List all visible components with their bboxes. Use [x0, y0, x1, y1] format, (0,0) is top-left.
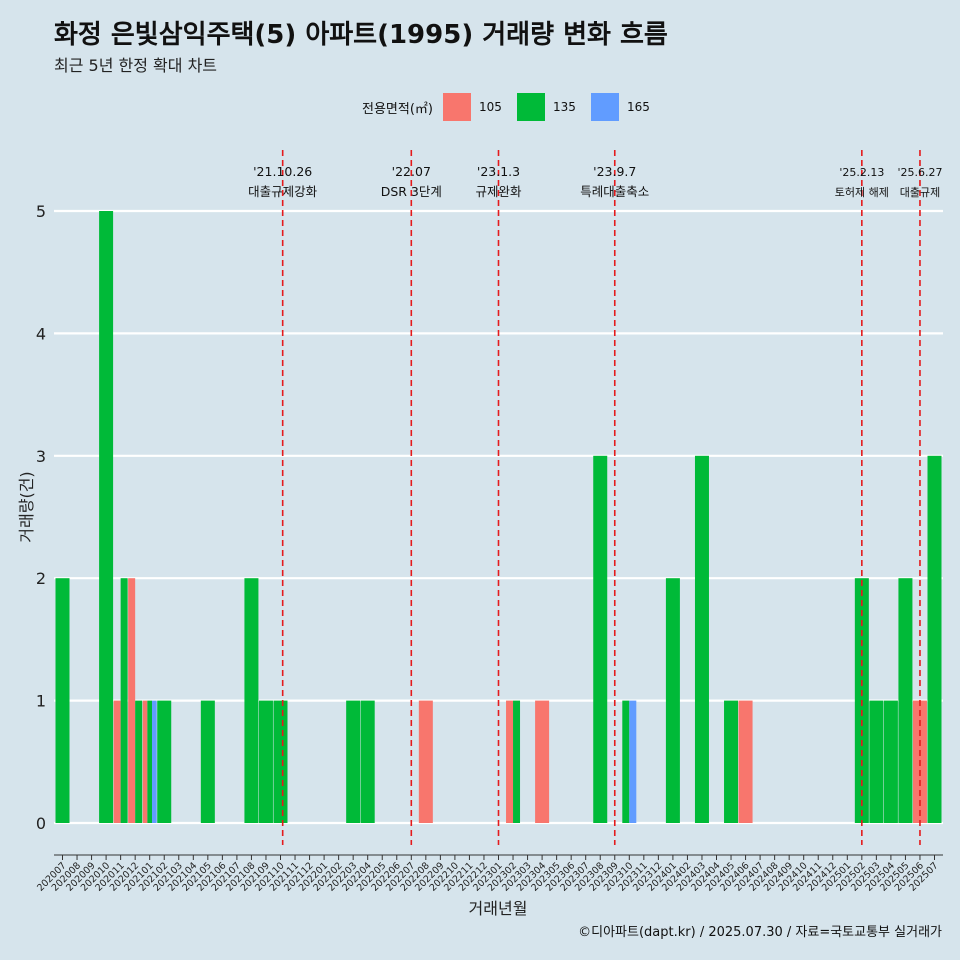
legend-label-105: 105	[478, 100, 502, 114]
legend: 전용면적(㎡) 105 135 165	[362, 92, 665, 122]
legend-swatch-105	[442, 93, 471, 121]
bar-202208-105	[418, 700, 433, 823]
bar-202310-165	[629, 700, 637, 823]
bar-202403-135	[694, 455, 709, 823]
bar-202010-135	[99, 211, 114, 823]
bar-202203-135	[346, 700, 361, 823]
event-label-1: DSR 3단계	[381, 184, 442, 199]
event-label-5: 대출규제	[900, 186, 940, 199]
y-tick-label-2: 2	[36, 569, 46, 588]
event-label-3: 특례대출축소	[580, 184, 649, 199]
bar-202101-165	[152, 700, 157, 823]
legend-title: 전용면적(㎡)	[362, 101, 433, 117]
bar-202102-135	[157, 700, 172, 823]
y-tick-label-0: 0	[36, 814, 46, 833]
bar-202308-135	[593, 455, 608, 823]
legend-swatch-165	[590, 93, 619, 121]
bar-202011-105	[113, 700, 121, 823]
bar-202007-135	[55, 578, 70, 823]
bar-202302-105	[506, 700, 514, 823]
bar-202101-135	[147, 700, 153, 823]
bar-202401-135	[665, 578, 680, 823]
bar-202109-135	[258, 700, 273, 823]
y-tick-label-1: 1	[36, 692, 46, 711]
bar-202012-135	[135, 700, 143, 823]
event-date-0: '21.10.26	[253, 164, 312, 179]
bar-202110-135	[273, 700, 288, 823]
bar-202101-105	[142, 700, 148, 823]
event-date-3: '23.9.7	[593, 164, 636, 179]
bar-202108-135	[244, 578, 259, 823]
bar-202304-105	[535, 700, 550, 823]
event-date-2: '23.1.3	[477, 164, 520, 179]
legend-item-105: 105	[442, 93, 507, 121]
bar-202012-105	[128, 578, 136, 823]
legend-item-165: 165	[590, 93, 655, 121]
bar-202011-135	[120, 578, 128, 823]
event-date-5: '25.6.27	[897, 166, 942, 179]
event-date-1: '22.07	[392, 164, 431, 179]
bar-202503-135	[869, 700, 884, 823]
legend-swatch-135	[516, 93, 545, 121]
bar-202302-135	[513, 700, 521, 823]
bar-202105-135	[200, 700, 215, 823]
legend-label-165: 165	[626, 100, 650, 114]
bar-202310-135	[622, 700, 630, 823]
bar-202507-135	[927, 455, 942, 823]
event-label-0: 대출규제강화	[248, 184, 318, 199]
legend-item-135: 135	[516, 93, 581, 121]
bar-202204-135	[360, 700, 375, 823]
source-caption: ©디아파트(dapt.kr) / 2025.07.30 / 자료=국토교통부 실…	[578, 925, 942, 940]
event-date-4: '25.2.13	[839, 166, 884, 179]
chart-subtitle: 최근 5년 한정 확대 차트	[54, 56, 218, 75]
bar-202505-135	[898, 578, 913, 823]
y-axis-title: 거래량(건)	[17, 471, 36, 542]
y-tick-label-5: 5	[36, 202, 46, 221]
legend-label-135: 135	[552, 100, 576, 114]
x-axis-title: 거래년월	[469, 899, 528, 918]
bar-202504-135	[883, 700, 898, 823]
event-label-2: 규제완화	[475, 184, 522, 199]
y-tick-label-4: 4	[36, 324, 46, 343]
chart-title: 화정 은빛삼익주택(5) 아파트(1995) 거래량 변화 흐름	[54, 20, 668, 50]
y-tick-label-3: 3	[36, 447, 46, 466]
bar-202406-105	[738, 700, 753, 823]
bar-202405-135	[724, 700, 739, 823]
event-label-4: 토허제 해제	[835, 185, 889, 199]
